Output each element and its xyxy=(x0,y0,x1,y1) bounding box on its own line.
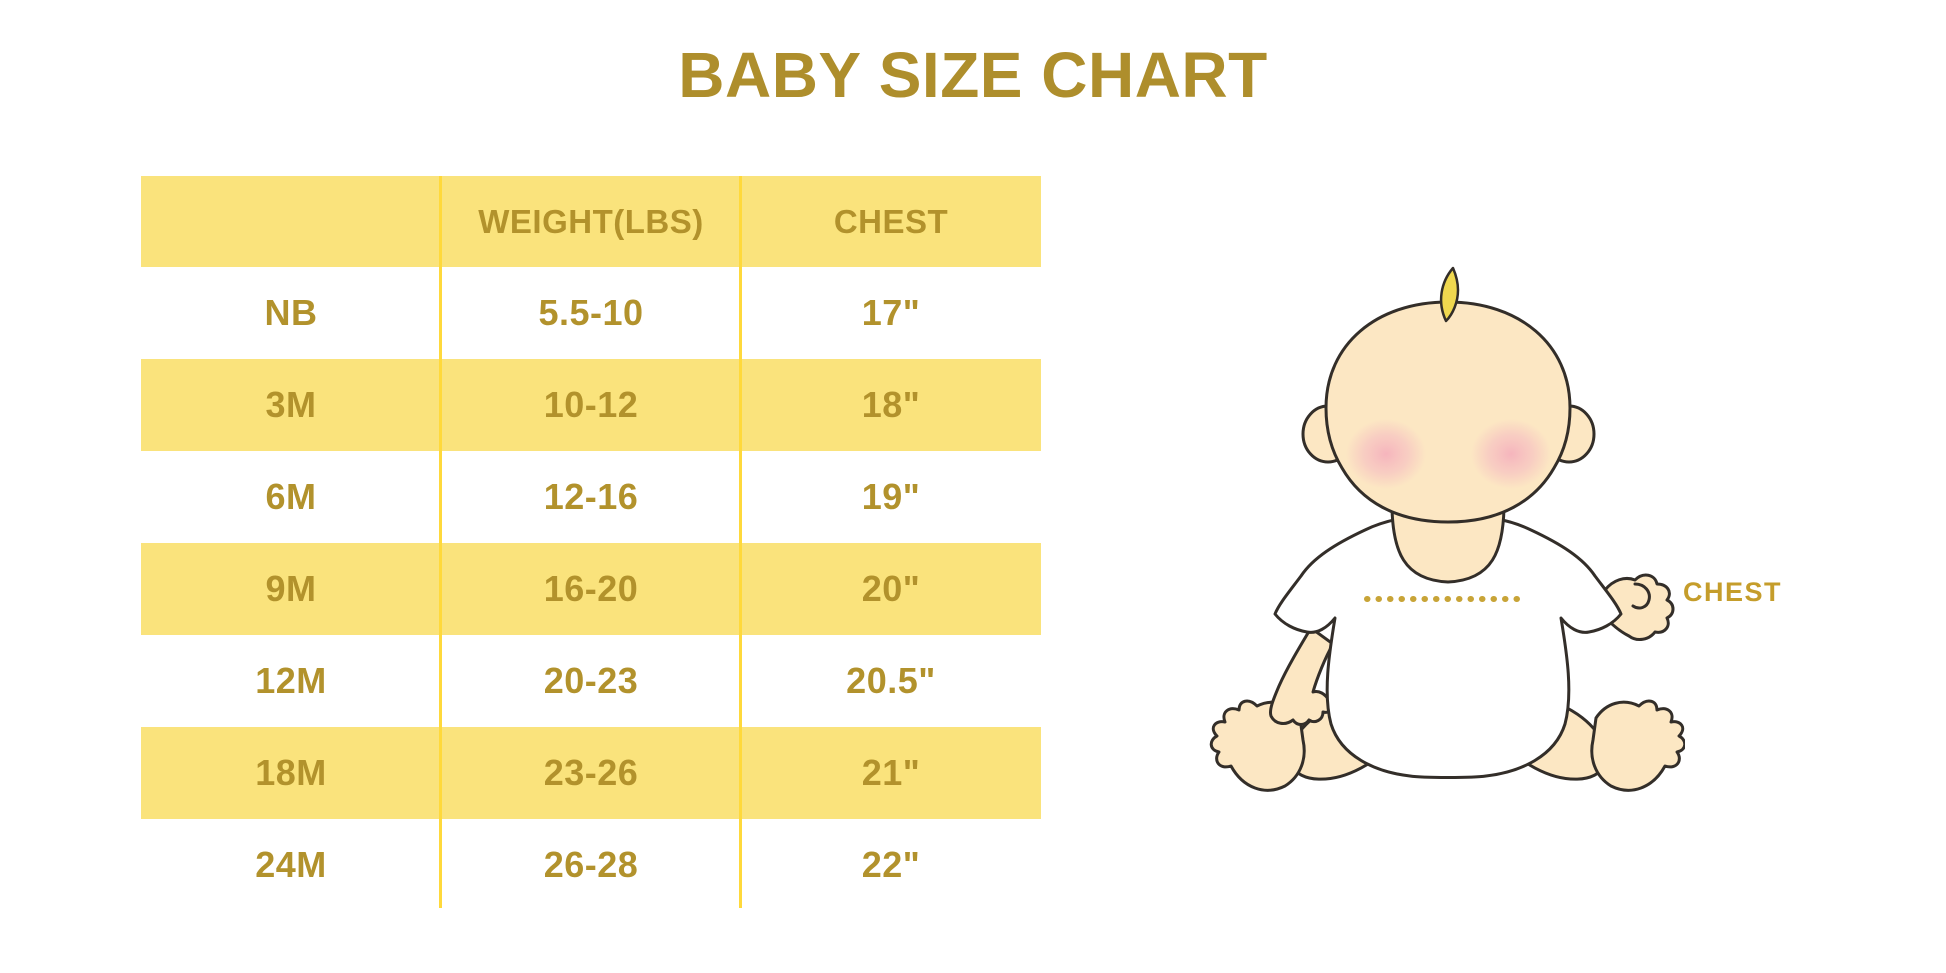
header-cell-weight: WEIGHT(LBS) xyxy=(478,202,704,240)
cell-size: 18M xyxy=(255,752,327,793)
cell-chest: 21" xyxy=(861,752,921,793)
size-table: WEIGHT(LBS) CHEST NB 5.5-10 17" 3M 10-12… xyxy=(141,176,1041,911)
cell-chest: 18" xyxy=(861,384,921,425)
cell-weight: 12-16 xyxy=(543,476,639,517)
table-header-row: WEIGHT(LBS) CHEST xyxy=(141,176,1041,267)
cell-weight: 10-12 xyxy=(543,384,639,425)
baby-sitting-icon xyxy=(1209,266,1685,792)
cell-chest: 19" xyxy=(861,476,921,517)
cell-size: 3M xyxy=(265,384,317,425)
header-cell-chest: CHEST xyxy=(833,202,949,240)
table-column-divider xyxy=(739,176,742,908)
cell-chest: 17" xyxy=(861,292,921,333)
page-title: BABY SIZE CHART xyxy=(678,39,1268,111)
cell-chest: 20.5" xyxy=(846,660,936,701)
cheek-blush xyxy=(1346,419,1426,489)
header-cell-size xyxy=(141,176,441,267)
table-row: 18M 23-26 21" xyxy=(141,727,1041,819)
cell-size: 6M xyxy=(265,476,317,517)
cell-size: 12M xyxy=(255,660,327,701)
cell-weight: 16-20 xyxy=(543,568,639,609)
cell-weight: 26-28 xyxy=(543,844,639,885)
cell-size: NB xyxy=(264,292,318,333)
table-row: 6M 12-16 19" xyxy=(141,451,1041,543)
hair-curl xyxy=(1439,266,1460,323)
chest-measure-label: CHEST xyxy=(1683,577,1783,607)
cell-size: 24M xyxy=(255,844,327,885)
cell-weight: 23-26 xyxy=(543,752,639,793)
cell-chest: 22" xyxy=(861,844,921,885)
cell-size: 9M xyxy=(265,568,317,609)
table-row: NB 5.5-10 17" xyxy=(141,267,1041,359)
table-row: 3M 10-12 18" xyxy=(141,359,1041,451)
table-row: 12M 20-23 20.5" xyxy=(141,635,1041,727)
cell-weight: 20-23 xyxy=(543,660,639,701)
cheek-blush xyxy=(1471,419,1551,489)
baby-illustration: CHEST xyxy=(1205,258,1825,828)
table-row: 24M 26-28 22" xyxy=(141,819,1041,911)
table-row: 9M 16-20 20" xyxy=(141,543,1041,635)
cell-weight: 5.5-10 xyxy=(538,292,644,333)
cell-chest: 20" xyxy=(861,568,921,609)
table-column-divider xyxy=(439,176,442,908)
